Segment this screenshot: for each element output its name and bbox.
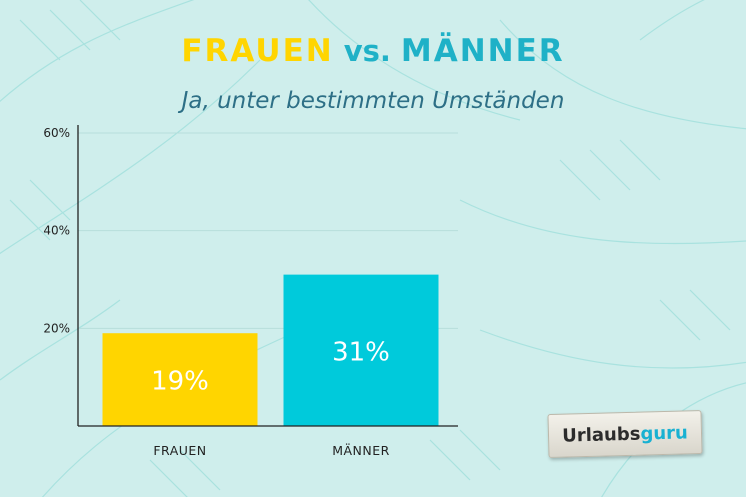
- bar-value-label: 31%: [332, 337, 390, 367]
- urlaubsguru-logo: Urlaubs guru: [547, 409, 703, 459]
- title-men: MÄNNER: [400, 33, 565, 69]
- logo-text-urlaubs: Urlaubs: [561, 423, 641, 447]
- bar-value-label: 19%: [151, 367, 209, 397]
- bar: [283, 274, 439, 426]
- x-tick-label: FRAUEN: [153, 443, 206, 458]
- chart-subtitle: Ja, unter bestimmten Umständen: [181, 88, 565, 114]
- bar: [102, 333, 258, 426]
- logo-text-guru: guru: [640, 421, 689, 445]
- title-vs: vs.: [343, 34, 391, 68]
- title-women: FRAUEN: [181, 33, 334, 69]
- x-tick-label: MÄNNER: [332, 443, 390, 458]
- y-tick-label: 40%: [43, 224, 70, 238]
- y-tick-label: 60%: [43, 126, 70, 140]
- y-tick-label: 20%: [43, 321, 70, 335]
- chart-title: FRAUEN vs. MÄNNER: [0, 33, 746, 69]
